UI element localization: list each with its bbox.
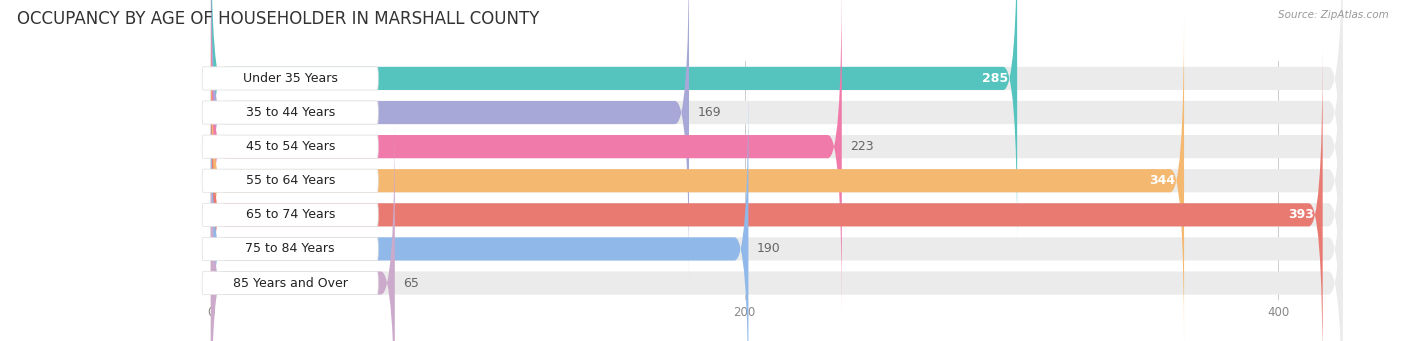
FancyBboxPatch shape [211, 49, 1323, 341]
FancyBboxPatch shape [211, 15, 1343, 341]
FancyBboxPatch shape [202, 101, 378, 124]
Text: 75 to 84 Years: 75 to 84 Years [246, 242, 335, 255]
FancyBboxPatch shape [211, 117, 1343, 341]
Text: 393: 393 [1288, 208, 1315, 221]
Text: 45 to 54 Years: 45 to 54 Years [246, 140, 335, 153]
FancyBboxPatch shape [211, 0, 1343, 278]
FancyBboxPatch shape [211, 83, 748, 341]
FancyBboxPatch shape [211, 0, 1343, 244]
Text: Under 35 Years: Under 35 Years [243, 72, 337, 85]
FancyBboxPatch shape [211, 49, 1343, 341]
FancyBboxPatch shape [211, 0, 842, 312]
Text: Source: ZipAtlas.com: Source: ZipAtlas.com [1278, 10, 1389, 20]
FancyBboxPatch shape [202, 169, 378, 192]
FancyBboxPatch shape [202, 203, 378, 226]
Text: 35 to 44 Years: 35 to 44 Years [246, 106, 335, 119]
FancyBboxPatch shape [211, 15, 1184, 341]
FancyBboxPatch shape [202, 67, 378, 90]
FancyBboxPatch shape [202, 237, 378, 261]
FancyBboxPatch shape [211, 117, 395, 341]
Text: OCCUPANCY BY AGE OF HOUSEHOLDER IN MARSHALL COUNTY: OCCUPANCY BY AGE OF HOUSEHOLDER IN MARSH… [17, 10, 540, 28]
FancyBboxPatch shape [211, 83, 1343, 341]
Text: 223: 223 [851, 140, 875, 153]
Text: 65: 65 [404, 277, 419, 290]
Text: 169: 169 [697, 106, 721, 119]
Text: 55 to 64 Years: 55 to 64 Years [246, 174, 335, 187]
FancyBboxPatch shape [211, 0, 689, 278]
Text: 190: 190 [756, 242, 780, 255]
Text: 65 to 74 Years: 65 to 74 Years [246, 208, 335, 221]
Text: 344: 344 [1149, 174, 1175, 187]
Text: 285: 285 [983, 72, 1008, 85]
FancyBboxPatch shape [211, 0, 1343, 312]
FancyBboxPatch shape [202, 271, 378, 295]
FancyBboxPatch shape [202, 135, 378, 158]
FancyBboxPatch shape [211, 0, 1017, 244]
Text: 85 Years and Over: 85 Years and Over [233, 277, 347, 290]
